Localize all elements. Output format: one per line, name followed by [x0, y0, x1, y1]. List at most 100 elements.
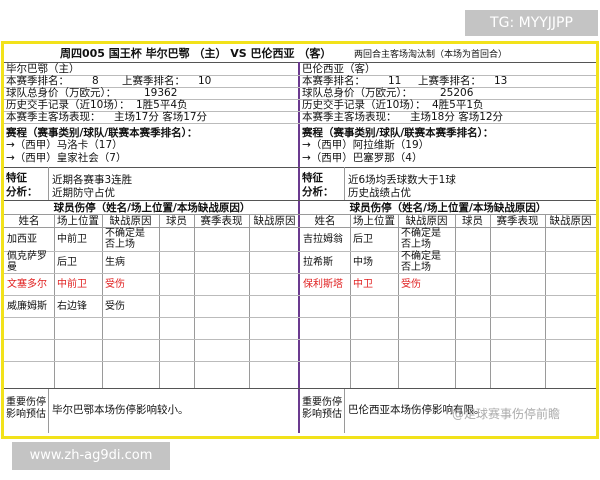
player-position: 中前卫 [57, 278, 87, 290]
field: 本赛季排名： [6, 75, 69, 87]
field: 1胜5平4负 [136, 99, 188, 111]
rule [4, 273, 300, 274]
rule [300, 99, 596, 100]
schedule-item: →（西甲）皇家社会（7） [6, 152, 127, 164]
feature: 历史战绩占优 [348, 187, 411, 199]
player-name: 威廉姆斯 [7, 300, 47, 312]
impact: 毕尔巴鄂本场伤停影响较小。 [52, 404, 189, 416]
player-name: 保利斯塔 [303, 278, 343, 290]
column-header: 缺战原因 [253, 215, 296, 227]
player-name: 佩克萨罗曼 [7, 251, 47, 273]
player-name: 拉希斯 [303, 256, 333, 268]
schedule-item: →（西甲）阿拉维斯（19） [302, 139, 430, 151]
column-header: 缺战原因 [549, 215, 592, 227]
absence-reason: 不确定是否上场 [401, 251, 441, 273]
impact: 巴伦西亚本场伤停影响有限。 [348, 404, 485, 416]
column-header: 场上位置 [353, 215, 395, 227]
column-header: 球员 [462, 215, 483, 227]
rule [344, 167, 345, 200]
rule [4, 123, 300, 124]
field: 历史交手记录（近10场）： [6, 99, 130, 111]
feature: 近期各赛事3连胜 [52, 174, 133, 186]
format: 两回合主客场淘汰制（本场为首回合） [354, 50, 508, 60]
field: 13 [494, 75, 508, 87]
rule [48, 388, 49, 433]
injury-title: 球员伤停（姓名/场上位置/本场缺战原因） [53, 202, 251, 214]
features-label: 分析： [6, 186, 38, 198]
player-name: 文塞多尔 [7, 278, 47, 290]
watermark: @足球赛事伤停前瞻 [452, 407, 561, 421]
rule [4, 167, 300, 168]
absence-reason: 受伤 [105, 278, 125, 290]
player-position: 后卫 [353, 233, 373, 245]
rule [102, 214, 103, 388]
field: 巴伦西亚（客） [302, 63, 376, 75]
absence-reason: 不确定是否上场 [105, 228, 145, 250]
rule [490, 214, 491, 388]
player-position: 中卫 [353, 278, 373, 290]
rule [300, 361, 596, 362]
rule [300, 167, 596, 168]
rule [300, 339, 596, 340]
impact-label: 重要伤停影响预估 [6, 397, 46, 420]
column-header: 球员 [166, 215, 187, 227]
rule [4, 214, 300, 215]
field: 本赛季排名： [302, 75, 365, 87]
column-header: 姓名 [314, 215, 336, 227]
feature: 近期防守占优 [52, 187, 115, 199]
rule [300, 227, 596, 228]
field: 上赛季排名： [418, 75, 481, 87]
player-position: 右边锋 [57, 300, 87, 312]
field: 4胜5平1负 [432, 99, 484, 111]
rule [300, 214, 596, 215]
rule [455, 214, 456, 388]
rule [4, 75, 300, 76]
rule [300, 295, 596, 296]
rule [4, 200, 300, 201]
field: 本赛季主客场表现： [6, 111, 101, 123]
injury-title: 球员伤停（姓名/场上位置/本场缺战原因） [349, 202, 547, 214]
rule [300, 87, 596, 88]
column-header: 姓名 [18, 215, 40, 227]
schedule-label: 赛程（赛事类别/球队/联赛本赛季排名）： [302, 127, 494, 139]
field: 历史交手记录（近10场）： [302, 99, 426, 111]
field: 8 [92, 75, 99, 87]
column-header: 赛季表现 [200, 215, 243, 227]
title: 周四005 国王杯 毕尔巴鄂 （主） VS 巴伦西亚 （客） [60, 47, 332, 60]
schedule-label: 赛程（赛事类别/球队/联赛本赛季排名）： [6, 127, 198, 139]
field: 上赛季排名： [122, 75, 185, 87]
rule [300, 273, 596, 274]
url-badge: www.zh-ag9di.com [12, 442, 170, 470]
rule [4, 317, 300, 318]
features-label: 特征 [6, 172, 27, 184]
schedule-item: →（西甲）马洛卡（17） [6, 139, 123, 151]
rule [4, 295, 300, 296]
rule [344, 388, 345, 433]
field: 球队总身价（万欧元）： [6, 87, 117, 99]
rule [4, 87, 300, 88]
rule [300, 123, 596, 124]
player-name: 加西亚 [7, 233, 37, 245]
field: 球队总身价（万欧元）： [302, 87, 413, 99]
field: 11 [388, 75, 402, 87]
rule [54, 214, 55, 388]
column-header: 场上位置 [57, 215, 99, 227]
absence-reason: 受伤 [401, 278, 421, 290]
rule [398, 214, 399, 388]
field: 主场18分 客场12分 [410, 111, 504, 123]
rule [300, 317, 596, 318]
rule [4, 339, 300, 340]
rule [4, 388, 596, 389]
absence-reason: 受伤 [105, 300, 125, 312]
player-position: 中场 [353, 256, 373, 268]
features-label: 分析： [302, 186, 334, 198]
column-header: 缺战原因 [405, 215, 448, 227]
absence-reason: 不确定是否上场 [401, 228, 441, 250]
column-header: 赛季表现 [496, 215, 539, 227]
yellow-frame [1, 41, 599, 439]
rule [4, 62, 596, 63]
rule [194, 214, 195, 388]
tg-badge: TG: MYYJJPP [465, 10, 598, 36]
player-position: 后卫 [57, 256, 77, 268]
